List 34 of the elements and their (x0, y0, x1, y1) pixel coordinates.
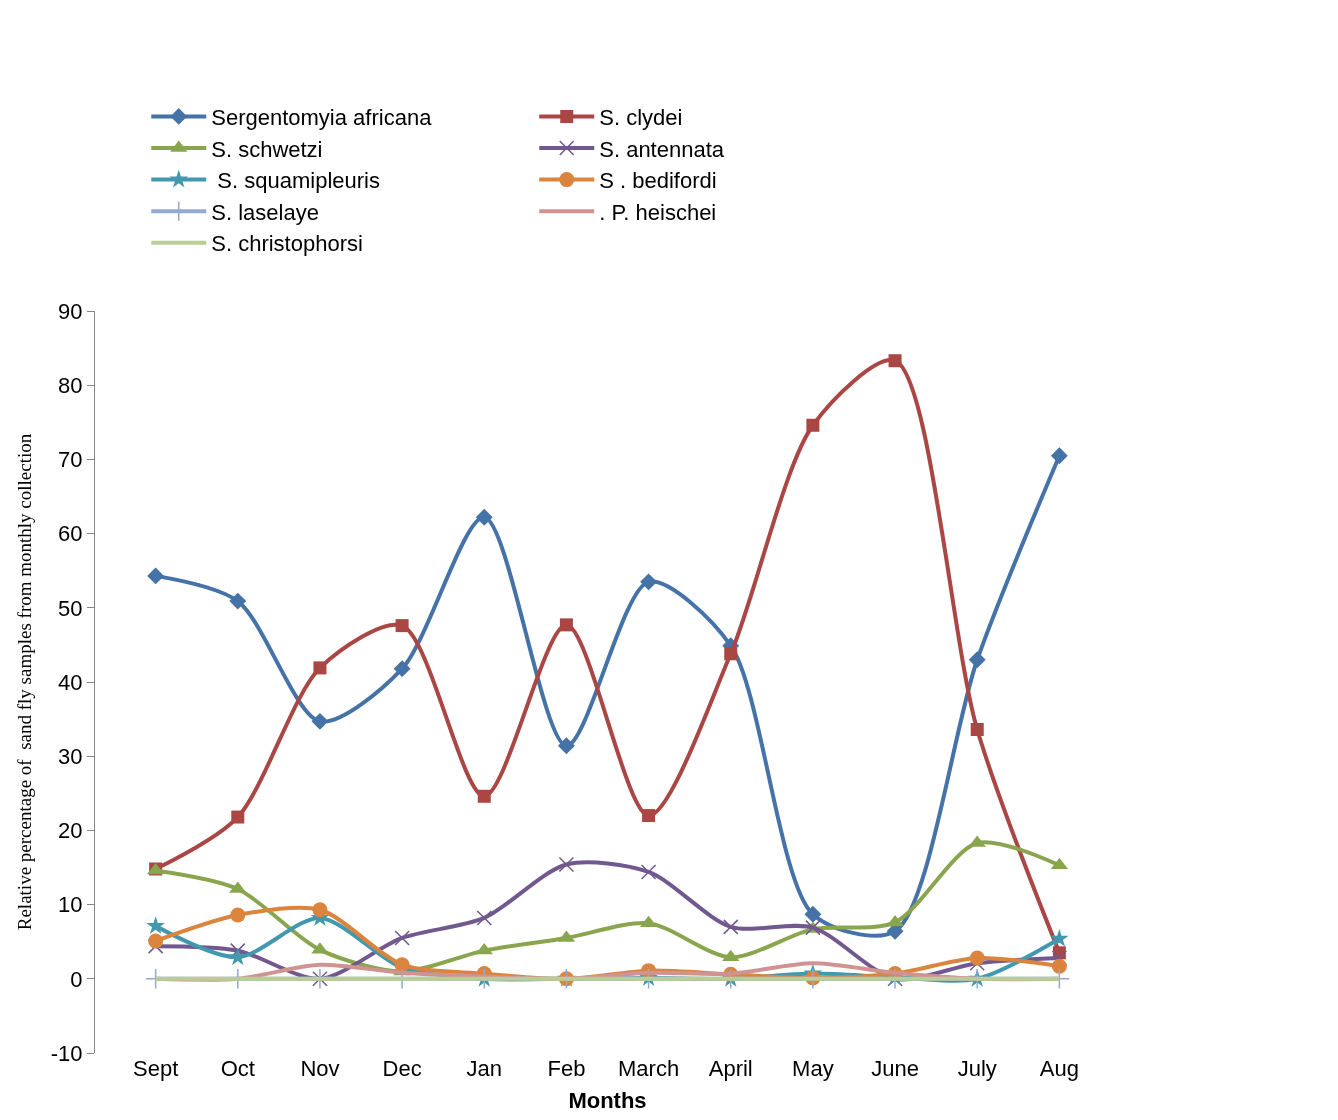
legend-label: . P. heischei (599, 199, 717, 225)
x-tick-label: Jan (466, 1056, 502, 1081)
y-tick-label: 80 (58, 372, 83, 398)
x-axis-title: Months (568, 1087, 647, 1113)
legend-label: S . bedifordi (599, 168, 717, 194)
y-axis-title: Relative percentage of sand fly samples from monthly collection (13, 433, 35, 931)
y-tick-label: 30 (58, 743, 83, 769)
y-tick-label: 90 (58, 298, 83, 324)
x-tick-label: April (708, 1056, 753, 1081)
y-tick-label: 10 (58, 892, 83, 918)
x-tick-label: Aug (1039, 1056, 1079, 1081)
legend-label: S. clydei (599, 104, 683, 130)
x-tick-label: July (957, 1056, 997, 1081)
legend-label: S. squamipleuris (211, 168, 380, 194)
y-tick-label: 0 (70, 966, 83, 992)
legend-label: S. christophorsi (211, 231, 363, 257)
x-tick-label: Sept (133, 1056, 179, 1081)
legend-label: S. schwetzi (211, 136, 323, 162)
x-tick-label: June (871, 1056, 919, 1081)
legend-label: Sergentomyia africana (211, 104, 433, 130)
x-tick-label: Feb (547, 1056, 586, 1081)
x-tick-label: Oct (220, 1056, 255, 1081)
y-tick-label: 40 (58, 669, 83, 695)
x-tick-label: May (792, 1056, 834, 1081)
y-tick-label: 50 (58, 595, 83, 621)
y-tick-label: -10 (50, 1040, 83, 1066)
y-tick-label: 20 (58, 818, 83, 844)
legend-label: S. laselaye (211, 199, 319, 225)
x-tick-label: March (618, 1056, 680, 1081)
x-tick-label: Dec (382, 1056, 422, 1081)
x-tick-label: Nov (300, 1056, 340, 1081)
y-tick-label: 70 (58, 447, 83, 473)
y-tick-label: 60 (58, 521, 83, 547)
legend-label: S. antennata (599, 136, 725, 162)
